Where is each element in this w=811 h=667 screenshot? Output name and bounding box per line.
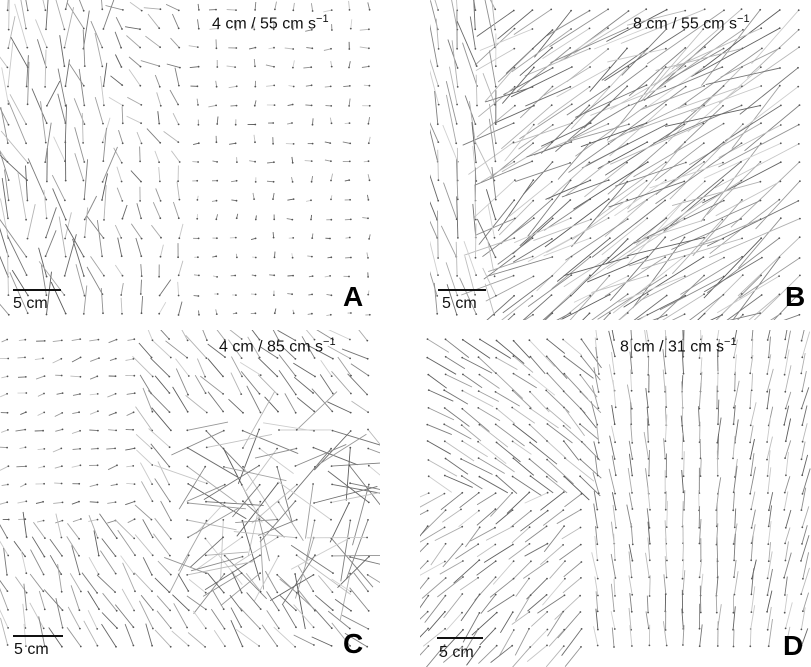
panel-c: 4 cm / 85 cm s−1 5 cm C <box>0 330 380 667</box>
panel-b: 8 cm / 55 cm s−1 5 cm B <box>430 0 811 320</box>
panel-d-title: 8 cm / 31 cm s−1 <box>620 336 737 356</box>
panel-a-title: 4 cm / 55 cm s−1 <box>212 13 329 33</box>
vector-field-a <box>0 0 371 317</box>
vector-field-c <box>0 330 380 648</box>
panel-b-letter: B <box>785 281 806 312</box>
vector-field-d <box>420 330 811 667</box>
panel-c-title-text: 4 cm / 85 cm s <box>219 338 324 356</box>
panel-b-title-exp: −1 <box>737 13 750 25</box>
panel-a-scale-bar <box>13 289 61 291</box>
panel-d-title-exp: −1 <box>724 336 737 348</box>
panel-a-title-exp: −1 <box>316 13 329 25</box>
panel-a: 4 cm / 55 cm s−1 5 cm A <box>0 0 380 320</box>
panel-d: 8 cm / 31 cm s−1 5 cm D <box>420 330 811 667</box>
panel-b-title: 8 cm / 55 cm s−1 <box>633 13 750 33</box>
panel-c-title-exp: −1 <box>323 336 336 348</box>
panel-b-scale-label: 5 cm <box>442 295 477 312</box>
panel-c-scale-label: 5 cm <box>14 641 49 658</box>
panel-a-title-text: 4 cm / 55 cm s <box>212 15 317 33</box>
panel-c-letter: C <box>343 628 364 659</box>
panel-d-title-text: 8 cm / 31 cm s <box>620 338 725 356</box>
panel-c-scale-bar <box>13 635 63 637</box>
panel-a-letter: A <box>343 281 364 312</box>
vector-field-b <box>430 0 801 320</box>
panel-d-scale-bar <box>437 637 483 639</box>
panel-b-scale-bar <box>438 289 486 291</box>
panel-d-letter: D <box>783 630 804 661</box>
panel-d-scale-label: 5 cm <box>439 644 474 661</box>
panel-a-scale-label: 5 cm <box>13 295 48 312</box>
panel-b-title-text: 8 cm / 55 cm s <box>633 15 738 33</box>
panel-c-title: 4 cm / 85 cm s−1 <box>219 336 336 356</box>
